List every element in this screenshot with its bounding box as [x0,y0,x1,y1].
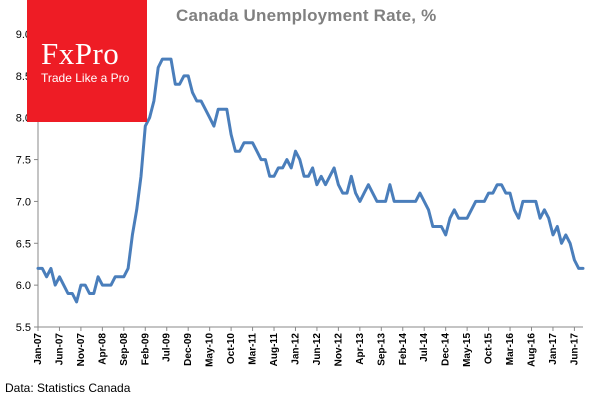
x-tick-label: Nov-12 [333,333,344,367]
logo-brand: FxPro [41,36,120,71]
x-tick-label: Feb-14 [398,333,409,366]
x-tick-label: Mar-16 [505,333,516,366]
x-tick-label: Feb-09 [140,333,151,366]
x-tick-label: May-10 [205,333,216,367]
data-source: Data: Statistics Canada [5,381,131,395]
x-tick-label: Sep-13 [376,333,387,366]
logo-tagline: Trade Like a Pro [41,71,130,85]
x-tick-label: Oct-15 [484,333,495,365]
x-tick-label: Jun-07 [54,333,65,366]
series-line-unemployment-rate [36,57,585,304]
x-tick-label: Dec-09 [183,333,194,366]
x-tick-label: May-15 [462,333,473,367]
x-tick-label: Apr-13 [355,333,366,365]
chart-title: Canada Unemployment Rate, % [176,6,437,25]
x-tick-label: Jun-12 [312,333,323,366]
x-tick-label: Dec-14 [441,333,452,366]
x-tick-label: Mar-11 [248,333,259,365]
x-tick-label: Jun-17 [569,333,580,366]
x-tick-label: Oct-10 [226,333,237,365]
x-tick-label: Aug-11 [269,333,280,367]
x-tick-label: Aug-16 [527,333,538,367]
x-tick-label: Nov-07 [76,333,87,367]
x-tick-label: Jan-07 [33,333,44,365]
y-tick-label: 5.5 [16,322,31,334]
x-tick-label: Jan-12 [290,333,301,365]
y-tick-label: 6.5 [16,238,31,250]
x-axis: Jan-07 Jun-07 Nov-07 Apr-08 Sep-08 Feb-09 Jul-… [33,326,583,367]
y-tick-label: 7.0 [16,196,31,208]
x-tick-label: Sep-08 [119,333,130,366]
y-axis: 5.56.06.57.07.58.08.59.0 [16,29,39,334]
x-tick-label: Apr-08 [97,333,108,365]
x-tick-label: Jul-09 [162,333,173,362]
x-tick-label: Jul-14 [419,333,430,362]
y-tick-label: 7.5 [16,155,31,167]
x-tick-label: Jan-17 [548,333,559,365]
fxpro-logo: FxPro Trade Like a Pro [27,0,147,122]
y-tick-label: 6.0 [16,280,31,292]
